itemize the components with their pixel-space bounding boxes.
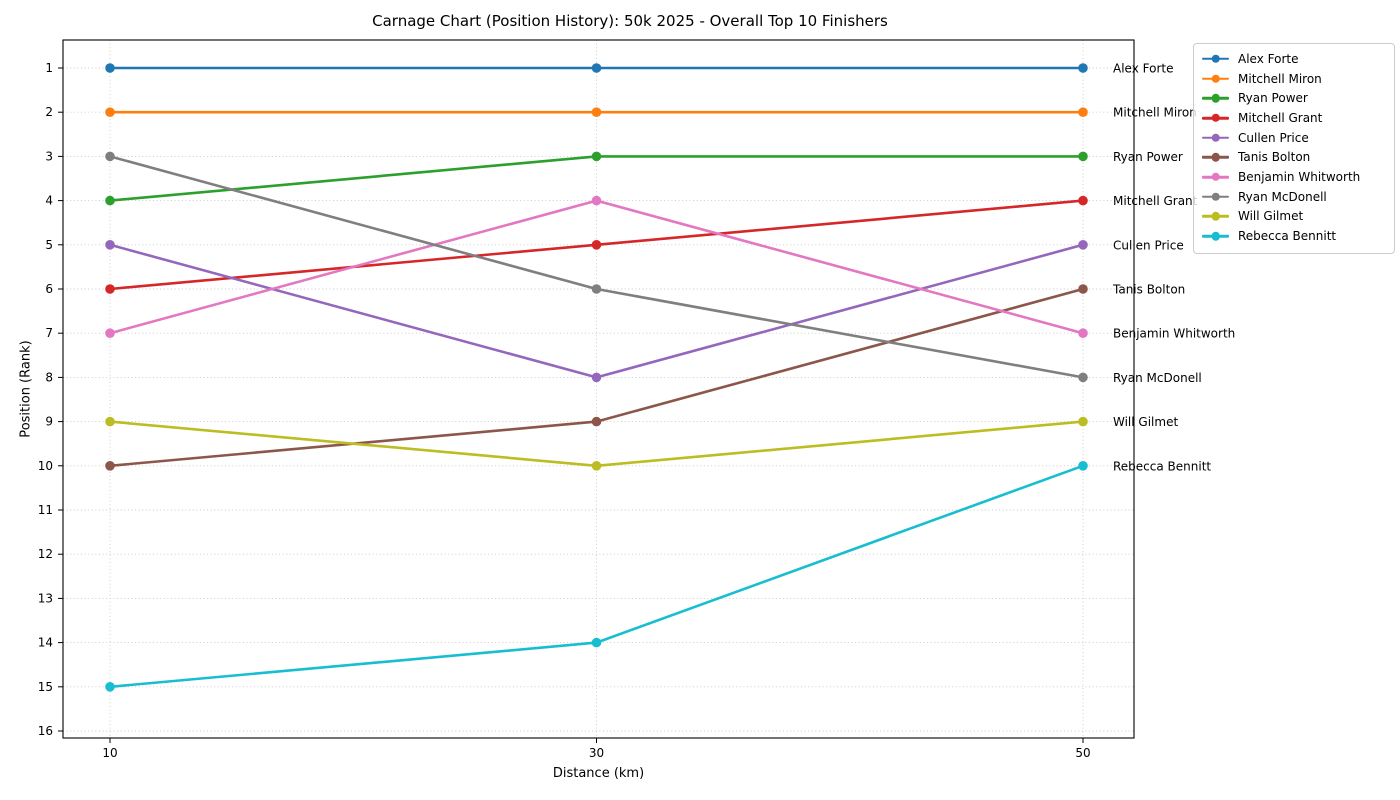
legend-label-mitchell-miron: Mitchell Miron (1238, 71, 1322, 86)
legend-item-ryan-power: Ryan Power (1202, 88, 1394, 108)
legend-label-benjamin-whitworth: Benjamin Whitworth (1238, 169, 1361, 184)
legend-item-mitchell-miron: Mitchell Miron (1202, 69, 1394, 89)
legend-line-marker-cullen-price (1202, 133, 1229, 143)
legend-line-marker-alex-forte (1202, 54, 1229, 64)
data-point-ryan-power-10km (105, 195, 115, 206)
data-point-tanis-bolton-50km (1078, 284, 1088, 294)
legend-label-rebecca-bennitt: Rebecca Bennitt (1238, 229, 1337, 244)
y-tick-label-12: 12 (38, 547, 53, 561)
data-point-mitchell-grant-10km (105, 284, 115, 294)
y-tick-label-8: 8 (45, 370, 53, 384)
finisher-label-will-gilmet: Will Gilmet (1113, 415, 1178, 429)
legend-line-marker-ryan-mcdonell (1202, 192, 1229, 202)
y-tick-label-1: 1 (45, 61, 53, 75)
y-tick-label-11: 11 (38, 503, 53, 517)
legend-line-marker-will-gilmet (1202, 211, 1229, 221)
data-point-tanis-bolton-10km (105, 461, 115, 471)
data-point-alex-forte-30km (591, 63, 602, 73)
finisher-label-ryan-mcdonell: Ryan McDonell (1113, 371, 1202, 385)
data-point-benjamin-whitworth-10km (105, 328, 115, 339)
y-tick-label-15: 15 (38, 680, 53, 694)
y-tick-label-14: 14 (38, 636, 53, 650)
data-point-cullen-price-50km (1078, 240, 1088, 250)
legend-item-will-gilmet: Will Gilmet (1202, 207, 1394, 227)
data-point-ryan-mcdonell-50km (1078, 372, 1088, 383)
legend-label-cullen-price: Cullen Price (1238, 130, 1309, 145)
data-point-cullen-price-30km (591, 372, 602, 383)
data-point-tanis-bolton-30km (591, 416, 602, 427)
x-tick-label-30: 30 (589, 746, 604, 760)
data-point-will-gilmet-30km (591, 461, 602, 471)
legend-label-ryan-power: Ryan Power (1238, 91, 1308, 106)
legend-line-marker-benjamin-whitworth (1202, 172, 1229, 182)
y-tick-label-4: 4 (45, 194, 53, 208)
legend-item-tanis-bolton: Tanis Bolton (1202, 147, 1394, 167)
data-point-will-gilmet-50km (1078, 416, 1088, 427)
legend-line-marker-mitchell-miron (1202, 74, 1229, 84)
data-point-rebecca-bennitt-30km (591, 637, 602, 648)
data-point-mitchell-miron-50km (1078, 107, 1088, 117)
legend-item-benjamin-whitworth: Benjamin Whitworth (1202, 167, 1394, 187)
finisher-label-tanis-bolton: Tanis Bolton (1112, 283, 1185, 297)
legend-item-ryan-mcdonell: Ryan McDonell (1202, 187, 1394, 207)
y-tick-label-10: 10 (38, 459, 53, 473)
data-point-alex-forte-50km (1078, 63, 1088, 73)
legend-item-cullen-price: Cullen Price (1202, 128, 1394, 148)
data-point-ryan-mcdonell-10km (105, 151, 115, 162)
plot-border (62, 39, 1135, 739)
data-point-mitchell-grant-30km (591, 240, 602, 250)
series-line-rebecca-bennitt (108, 464, 1085, 689)
data-point-rebecca-bennitt-10km (105, 682, 115, 692)
legend-line-marker-ryan-power (1202, 93, 1229, 103)
data-point-ryan-mcdonell-30km (591, 284, 602, 294)
y-tick-label-3: 3 (45, 149, 53, 163)
finisher-label-cullen-price: Cullen Price (1113, 238, 1184, 252)
finisher-label-rebecca-bennitt: Rebecca Bennitt (1113, 459, 1211, 473)
x-axis-label: Distance (km) (552, 766, 645, 781)
x-tick-label-50: 50 (1075, 746, 1090, 760)
legend-label-tanis-bolton: Tanis Bolton (1238, 150, 1311, 165)
y-tick-label-7: 7 (45, 326, 53, 340)
legend-label-ryan-mcdonell: Ryan McDonell (1238, 189, 1327, 204)
legend-item-rebecca-bennitt: Rebecca Bennitt (1202, 226, 1394, 246)
finisher-label-benjamin-whitworth: Benjamin Whitworth (1113, 327, 1235, 341)
chart-title: Carnage Chart (Position History): 50k 20… (372, 12, 888, 30)
data-point-ryan-power-50km (1078, 151, 1088, 162)
y-tick-label-2: 2 (45, 105, 53, 119)
data-point-cullen-price-10km (105, 240, 115, 250)
data-point-rebecca-bennitt-50km (1078, 461, 1088, 471)
data-point-ryan-power-30km (591, 151, 602, 162)
data-point-benjamin-whitworth-50km (1078, 328, 1088, 339)
finisher-label-ryan-power: Ryan Power (1113, 150, 1183, 164)
legend-line-marker-tanis-bolton (1202, 152, 1229, 162)
legend-label-mitchell-grant: Mitchell Grant (1238, 110, 1323, 125)
y-tick-label-6: 6 (45, 282, 53, 296)
finisher-label-mitchell-grant: Mitchell Grant (1113, 194, 1198, 208)
data-point-alex-forte-10km (105, 63, 115, 73)
legend-label-alex-forte: Alex Forte (1238, 51, 1299, 66)
y-tick-label-16: 16 (38, 724, 53, 738)
y-tick-label-5: 5 (45, 238, 53, 252)
legend: Alex Forte Mitchell Miron Ryan Power Mitche… (1193, 43, 1395, 254)
data-point-mitchell-grant-50km (1078, 195, 1088, 206)
x-tick-label-10: 10 (102, 746, 117, 760)
legend-label-will-gilmet: Will Gilmet (1238, 209, 1304, 224)
data-point-benjamin-whitworth-30km (591, 195, 602, 206)
y-tick-label-13: 13 (38, 591, 53, 605)
y-axis-label: Position (Rank) (18, 340, 34, 438)
legend-item-mitchell-grant: Mitchell Grant (1202, 108, 1394, 128)
data-point-mitchell-miron-10km (105, 107, 115, 117)
data-point-mitchell-miron-30km (591, 107, 602, 117)
data-point-will-gilmet-10km (105, 416, 115, 427)
legend-line-marker-rebecca-bennitt (1202, 231, 1229, 241)
finisher-label-mitchell-miron: Mitchell Miron (1113, 106, 1197, 120)
y-tick-label-9: 9 (45, 415, 53, 429)
legend-line-marker-mitchell-grant (1202, 113, 1229, 123)
finisher-label-alex-forte: Alex Forte (1113, 62, 1173, 76)
legend-item-alex-forte: Alex Forte (1202, 49, 1394, 69)
